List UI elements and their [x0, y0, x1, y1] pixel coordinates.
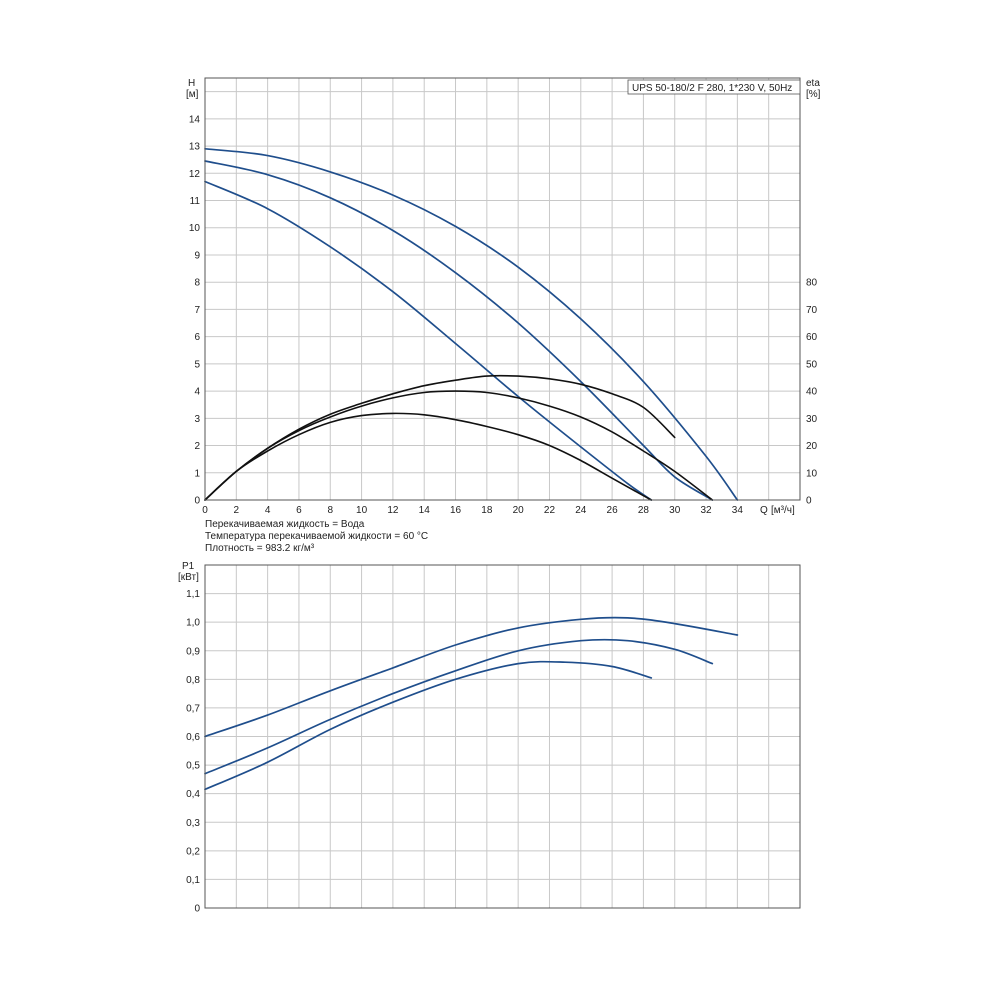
flow-tick-label: 10	[356, 505, 368, 516]
power-chart-frame	[204, 564, 801, 909]
eta-tick-label: 10	[806, 468, 818, 479]
eta-tick-label: 40	[806, 387, 818, 398]
eta-tick-label: 70	[806, 305, 818, 316]
power-tick-label: 0,2	[186, 846, 200, 857]
head-axis-symbol: H	[188, 78, 195, 89]
head-tick-label: 13	[189, 142, 201, 153]
power-chart-curves	[204, 616, 739, 791]
head-tick-label: 6	[194, 332, 200, 343]
power-axis-symbol: P1	[182, 561, 195, 572]
head-tick-label: 12	[189, 169, 201, 180]
power-chart-grid	[205, 565, 800, 908]
flow-tick-label: 6	[296, 505, 302, 516]
head-tick-label: 5	[194, 359, 200, 370]
power-curve-2	[204, 638, 714, 775]
efficiency-curve-5	[204, 390, 714, 501]
flow-tick-label: 2	[234, 505, 240, 516]
eta-axis-symbol: eta	[806, 78, 820, 89]
flow-axis-symbol: Q	[760, 505, 768, 516]
power-tick-label: 0,9	[186, 646, 200, 657]
eta-tick-label: 80	[806, 278, 818, 289]
power-tick-label: 0,6	[186, 732, 200, 743]
flow-tick-label: 14	[419, 505, 431, 516]
power-tick-label: 1,1	[186, 589, 200, 600]
head-tick-label: 1	[194, 468, 200, 479]
efficiency-curve-4	[204, 374, 676, 501]
head-tick-label: 7	[194, 305, 200, 316]
power-tick-label: 1,0	[186, 618, 200, 629]
model-label: UPS 50-180/2 F 280, 1*230 V, 50Hz	[632, 83, 792, 94]
eta-tick-label: 50	[806, 359, 818, 370]
flow-tick-label: 32	[700, 505, 712, 516]
flow-tick-label: 4	[265, 505, 271, 516]
head-tick-label: 10	[189, 223, 201, 234]
density-note: Плотность = 983.2 кг/м³	[205, 543, 315, 554]
flow-tick-label: 18	[481, 505, 493, 516]
power-curve-3	[204, 660, 653, 791]
power-axis-unit: [кВт]	[178, 572, 199, 583]
head-chart-frame	[204, 77, 801, 501]
flow-tick-label: 8	[327, 505, 333, 516]
model-label-box	[627, 79, 801, 95]
eta-tick-label: 20	[806, 441, 818, 452]
power-tick-label: 0	[194, 904, 200, 915]
head-tick-label: 4	[194, 387, 200, 398]
flow-tick-label: 16	[450, 505, 462, 516]
temperature-note: Температура перекачиваемой жидкости = 60…	[205, 531, 428, 542]
eta-tick-label: 60	[806, 332, 818, 343]
power-chart-ticks: 0 0,1 0,2 0,3 0,4 0,5 0,6 0,7 0,8 0,9 1,0 1,1	[186, 589, 200, 914]
flow-tick-label: 26	[607, 505, 619, 516]
head-tick-label: 2	[194, 441, 200, 452]
flow-tick-label: 30	[669, 505, 681, 516]
head-chart-ticks: 0 2 4 6 8 10 12 14 16 18 20 22 24 26 28 30 32 34012345678…	[189, 114, 818, 516]
flow-tick-label: 28	[638, 505, 650, 516]
flow-tick-label: 20	[513, 505, 525, 516]
power-tick-label: 0,7	[186, 703, 200, 714]
power-tick-label: 0,4	[186, 789, 200, 800]
flow-tick-label: 24	[575, 505, 587, 516]
eta-tick-label: 30	[806, 414, 818, 425]
head-chart-curves	[204, 147, 739, 501]
flow-tick-label: 0	[202, 505, 208, 516]
head-curve-1	[204, 147, 739, 501]
power-tick-label: 0,3	[186, 818, 200, 829]
head-tick-label: 0	[194, 496, 200, 507]
flow-tick-label: 34	[732, 505, 744, 516]
eta-tick-label: 0	[806, 496, 812, 507]
power-tick-label: 0,8	[186, 675, 200, 686]
head-tick-label: 3	[194, 414, 200, 425]
head-tick-label: 11	[190, 196, 201, 207]
power-tick-label: 0,5	[186, 761, 200, 772]
flow-axis-unit: [м³/ч]	[771, 505, 795, 516]
flow-tick-label: 12	[387, 505, 399, 516]
head-curve-2	[204, 160, 714, 501]
flow-tick-label: 22	[544, 505, 556, 516]
head-tick-label: 14	[189, 114, 201, 125]
fluid-note: Перекачиваемая жидкость = Вода	[205, 519, 365, 530]
efficiency-curve-6	[204, 412, 653, 501]
eta-axis-unit: [%]	[806, 89, 821, 100]
head-tick-label: 8	[194, 278, 200, 289]
power-curve-1	[204, 616, 739, 738]
head-tick-label: 9	[194, 250, 200, 261]
head-axis-unit: [м]	[186, 89, 199, 100]
head-curve-3	[204, 180, 653, 501]
power-tick-label: 0,1	[186, 875, 200, 886]
